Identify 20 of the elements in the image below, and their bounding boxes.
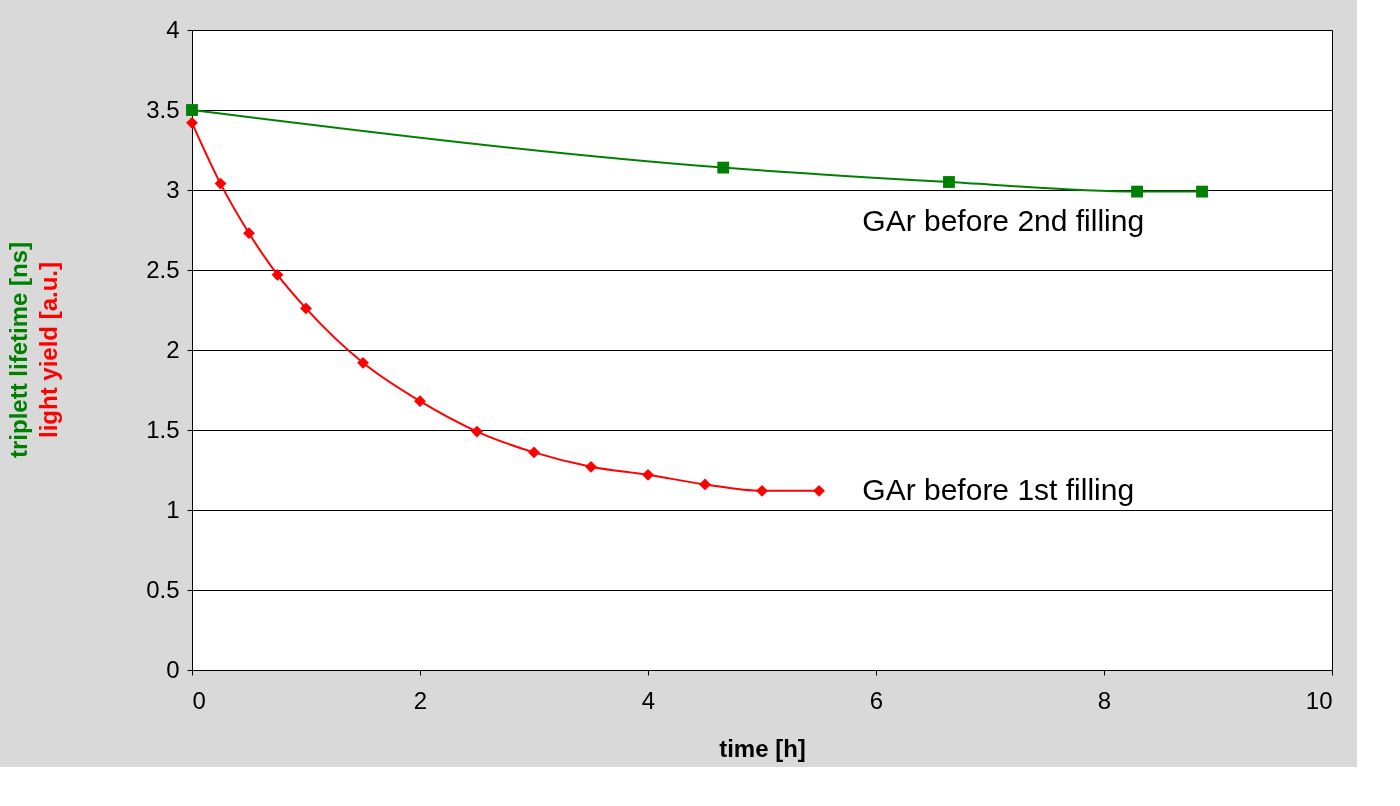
y-tick-label: 0: [166, 655, 180, 683]
x-tick-label: 10: [1305, 686, 1333, 714]
y-axis-title: triplett lifetime [ns]: [5, 241, 32, 459]
x-tick-label: 2: [413, 686, 428, 714]
series-label: GAr before 1st filling: [862, 472, 1135, 506]
y2-axis-title: light yield [a.u.]: [35, 261, 62, 439]
x-axis-title: time [h]: [719, 734, 806, 762]
x-tick-label: 8: [1097, 686, 1112, 714]
x-tick-label: 4: [641, 686, 656, 714]
series-label: GAr before 2nd filling: [862, 203, 1145, 237]
x-tick-label: 0: [192, 686, 206, 714]
y-tick-label: 2: [166, 335, 180, 363]
y-tick-label: 1.5: [146, 415, 180, 443]
x-tick-label: 6: [869, 686, 884, 714]
y-tick-label: 1: [166, 495, 180, 523]
y-tick-label: 4: [166, 15, 180, 43]
y-tick-label: 3.5: [146, 95, 180, 123]
y-tick-label: 3: [166, 175, 180, 203]
y-tick-label: 0.5: [146, 575, 180, 603]
y-tick-label: 2.5: [146, 255, 180, 283]
